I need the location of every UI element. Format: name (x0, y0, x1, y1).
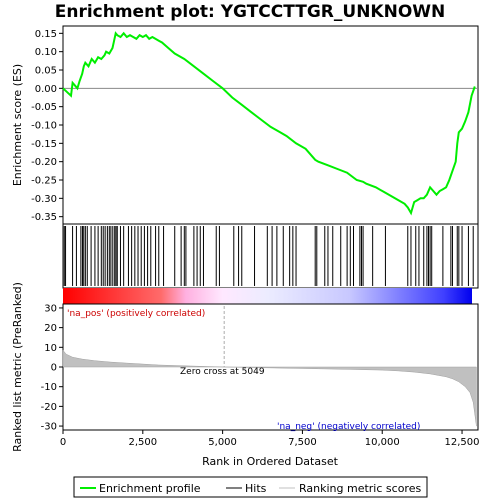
ranking-heat-bar (63, 288, 472, 304)
x-tick-label: 12,500 (445, 437, 480, 448)
legend-frame (73, 476, 428, 498)
metric-y-tick-label: 30 (44, 303, 57, 314)
neg-correlated-label: 'na_neg' (negatively correlated) (277, 422, 420, 432)
metric-y-label: Ranked list metric (PreRanked) (11, 282, 24, 452)
legend: Enrichment profile Hits Ranking metric s… (73, 476, 428, 498)
es-panel-frame (62, 25, 479, 225)
es-y-tick-label: -0.20 (31, 157, 57, 168)
metric-panel: 30 20 10 0 -10 -20 -30 'na_pos' (positively co… (11, 282, 479, 452)
hits-panel (62, 223, 479, 289)
legend-metric-label: Ranking metric scores (299, 482, 421, 495)
es-y-tick-label: 0.00 (35, 84, 57, 95)
x-tick-label: 2,500 (128, 437, 157, 448)
hits-panel-frame (62, 223, 479, 289)
es-y-tick-label: -0.35 (31, 212, 57, 223)
ranking-metric-area (62, 349, 477, 427)
enrichment-profile-line (62, 31, 476, 216)
metric-y-tick-label: 0 (51, 363, 57, 374)
legend-enrichment-label: Enrichment profile (99, 482, 201, 495)
metric-y-tick-label: -20 (41, 402, 57, 413)
es-y-tick-label: -0.15 (31, 139, 57, 150)
metric-y-tick-label: -10 (41, 382, 57, 393)
zero-cross-label: Zero cross at 5049 (180, 367, 265, 377)
hits-ticks (63, 226, 474, 286)
legend-hits-label: Hits (245, 482, 267, 495)
es-y-label: Enrichment score (ES) (11, 64, 24, 186)
chart-title: Enrichment plot: YGTCCTTGR_UNKNOWN (55, 2, 446, 22)
heat-gradient (63, 288, 472, 304)
es-y-tick-label: 0.10 (35, 47, 57, 58)
es-y-tick-label: 0.15 (35, 29, 57, 40)
metric-y-axis: 30 20 10 0 -10 -20 -30 (41, 303, 63, 433)
es-y-tick-label: -0.30 (31, 194, 57, 205)
es-y-tick-label: -0.10 (31, 121, 57, 132)
es-y-tick-label: -0.05 (31, 102, 57, 113)
x-tick-label: 5,000 (208, 437, 237, 448)
x-tick-label: 0 (60, 437, 66, 448)
es-y-tick-label: -0.25 (31, 176, 57, 187)
pos-correlated-label: 'na_pos' (positively correlated) (67, 309, 205, 319)
x-axis-label: Rank in Ordered Dataset (202, 455, 339, 468)
es-y-axis: 0.15 0.10 0.05 0.00 -0.05 -0.10 -0.15 -0.20 -0.2… (31, 29, 63, 223)
es-y-tick-label: 0.05 (35, 66, 57, 77)
x-axis: 0 2,500 5,000 7,500 10,000 12,500 (60, 430, 480, 448)
metric-y-tick-label: -30 (41, 422, 57, 433)
metric-y-tick-label: 20 (44, 323, 57, 334)
metric-y-tick-label: 10 (44, 343, 57, 354)
es-panel: 0.15 0.10 0.05 0.00 -0.05 -0.10 -0.15 -0.20 -0.2… (11, 25, 479, 225)
x-tick-label: 10,000 (365, 437, 400, 448)
x-tick-label: 7,500 (288, 437, 317, 448)
